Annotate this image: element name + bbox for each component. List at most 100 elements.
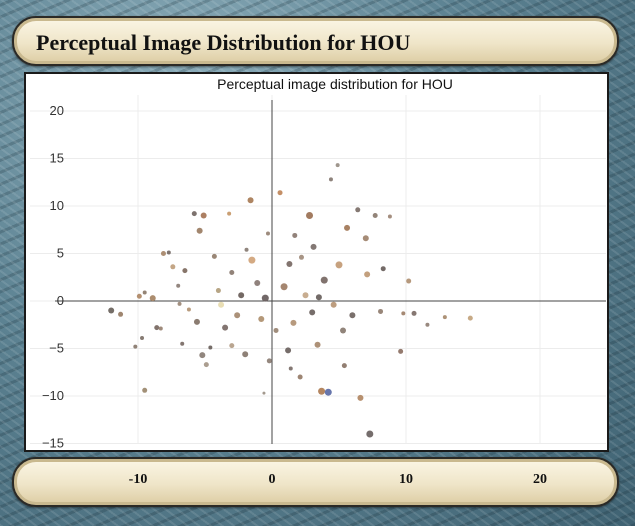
scatter-point-54	[328, 177, 333, 182]
scatter-point-41	[280, 283, 288, 291]
scatter-point-73	[425, 322, 430, 327]
scatter-point-83	[330, 301, 337, 308]
scatter-point-29	[229, 270, 235, 275]
scatter-point-1	[118, 311, 124, 317]
scatter-point-65	[372, 213, 378, 218]
scatter-point-47	[302, 292, 309, 299]
scatter-point-55	[335, 163, 340, 168]
scatter-point-63	[366, 430, 374, 438]
scatter-point-45	[292, 232, 298, 238]
scatter-point-78	[309, 309, 316, 316]
scatter-point-80	[273, 327, 279, 333]
x-tick-label-2: 10	[399, 472, 413, 487]
scatter-point-28	[227, 211, 232, 216]
point-layer	[108, 163, 473, 438]
scatter-point-25	[215, 288, 221, 294]
x-tick-label-1: 0	[269, 472, 276, 487]
scatter-point-75	[467, 315, 473, 321]
scatter-point-51	[318, 387, 326, 395]
scatter-point-30	[234, 312, 241, 319]
scatter-point-53	[320, 276, 328, 284]
scatter-point-56	[335, 261, 343, 269]
scatter-point-44	[285, 347, 292, 354]
scatter-point-77	[298, 254, 304, 260]
scatter-point-39	[262, 391, 266, 395]
y-tick-label-6: −10	[42, 388, 64, 403]
scatter-point-10	[160, 251, 166, 256]
scatter-point-19	[200, 212, 207, 219]
scatter-point-15	[182, 268, 188, 274]
scatter-point-26	[218, 301, 225, 308]
scatter-point-9	[158, 326, 163, 331]
scatter-point-60	[355, 207, 361, 213]
y-tick-label-0: 20	[50, 103, 64, 118]
scatter-point-8	[154, 325, 160, 331]
scatter-point-0	[108, 307, 115, 314]
scatter-point-82	[341, 363, 347, 369]
scatter-point-5	[136, 293, 142, 299]
scatter-point-62	[362, 235, 369, 242]
scatter-point-69	[398, 348, 404, 354]
scatter-point-31	[238, 292, 245, 299]
axis-layer	[55, 100, 606, 444]
scatter-point-58	[344, 224, 351, 231]
scatter-point-17	[191, 211, 197, 217]
y-tick-label-5: −5	[49, 341, 64, 356]
scatter-point-16	[186, 307, 191, 312]
scatter-point-24	[211, 253, 217, 259]
y-tick-label-2: 10	[50, 198, 64, 213]
scatter-point-40	[277, 190, 283, 196]
scatter-point-76	[244, 247, 249, 252]
scatter-point-59	[349, 312, 356, 319]
grid-layer	[30, 95, 606, 444]
scatter-point-7	[149, 295, 156, 302]
x-tick-labels: -10 0 10 20	[129, 472, 547, 487]
y-tick-label-1: 15	[50, 151, 64, 166]
y-tick-label-4: 0	[57, 293, 64, 308]
scatter-point-86	[315, 294, 322, 301]
scatter-point-67	[380, 266, 386, 272]
scatter-point-2	[133, 344, 138, 349]
title-banner: Perceptual Image Distribution for HOU	[12, 16, 619, 66]
scatter-point-20	[193, 318, 200, 325]
scatter-point-6	[142, 290, 147, 295]
x-tick-label-0: -10	[129, 472, 148, 487]
scatter-point-21	[199, 352, 206, 359]
scatter-point-18	[196, 227, 203, 234]
scatter-point-33	[247, 197, 254, 204]
scatter-point-50	[314, 341, 321, 348]
scatter-point-23	[208, 345, 213, 350]
y-tick-label-3: 5	[57, 246, 64, 261]
x-axis-banner	[12, 457, 619, 507]
scatter-point-79	[229, 343, 235, 349]
scatter-point-11	[166, 250, 171, 255]
x-tick-label-3: 20	[533, 472, 547, 487]
scatter-point-14	[177, 301, 182, 306]
scatter-point-81	[288, 366, 293, 371]
chart-panel	[24, 72, 609, 452]
scatter-point-57	[340, 327, 347, 334]
scatter-point-37	[261, 294, 269, 302]
scatter-point-13	[176, 283, 181, 288]
scatter-point-35	[254, 279, 261, 286]
scatter-point-61	[357, 394, 364, 401]
scatter-point-34	[248, 256, 256, 264]
scatter-point-52	[324, 388, 332, 396]
page-title: Perceptual Image Distribution for HOU	[36, 30, 411, 55]
scatter-point-68	[387, 214, 392, 219]
scatter-point-42	[286, 260, 293, 267]
scatter-point-27	[222, 324, 229, 331]
scatter-point-38	[266, 358, 272, 364]
scatter-point-48	[306, 212, 314, 219]
scatter-point-49	[310, 243, 317, 250]
scatter-point-84	[180, 341, 185, 346]
scatter-point-72	[401, 311, 406, 316]
y-tick-label-7: −15	[42, 436, 64, 451]
scatter-point-64	[364, 271, 371, 278]
scatter-point-71	[411, 310, 417, 316]
chart-title: Perceptual image distribution for HOU	[217, 76, 453, 92]
scatter-point-85	[265, 231, 270, 236]
scatter-point-46	[297, 374, 303, 380]
scatter-point-3	[142, 387, 148, 393]
